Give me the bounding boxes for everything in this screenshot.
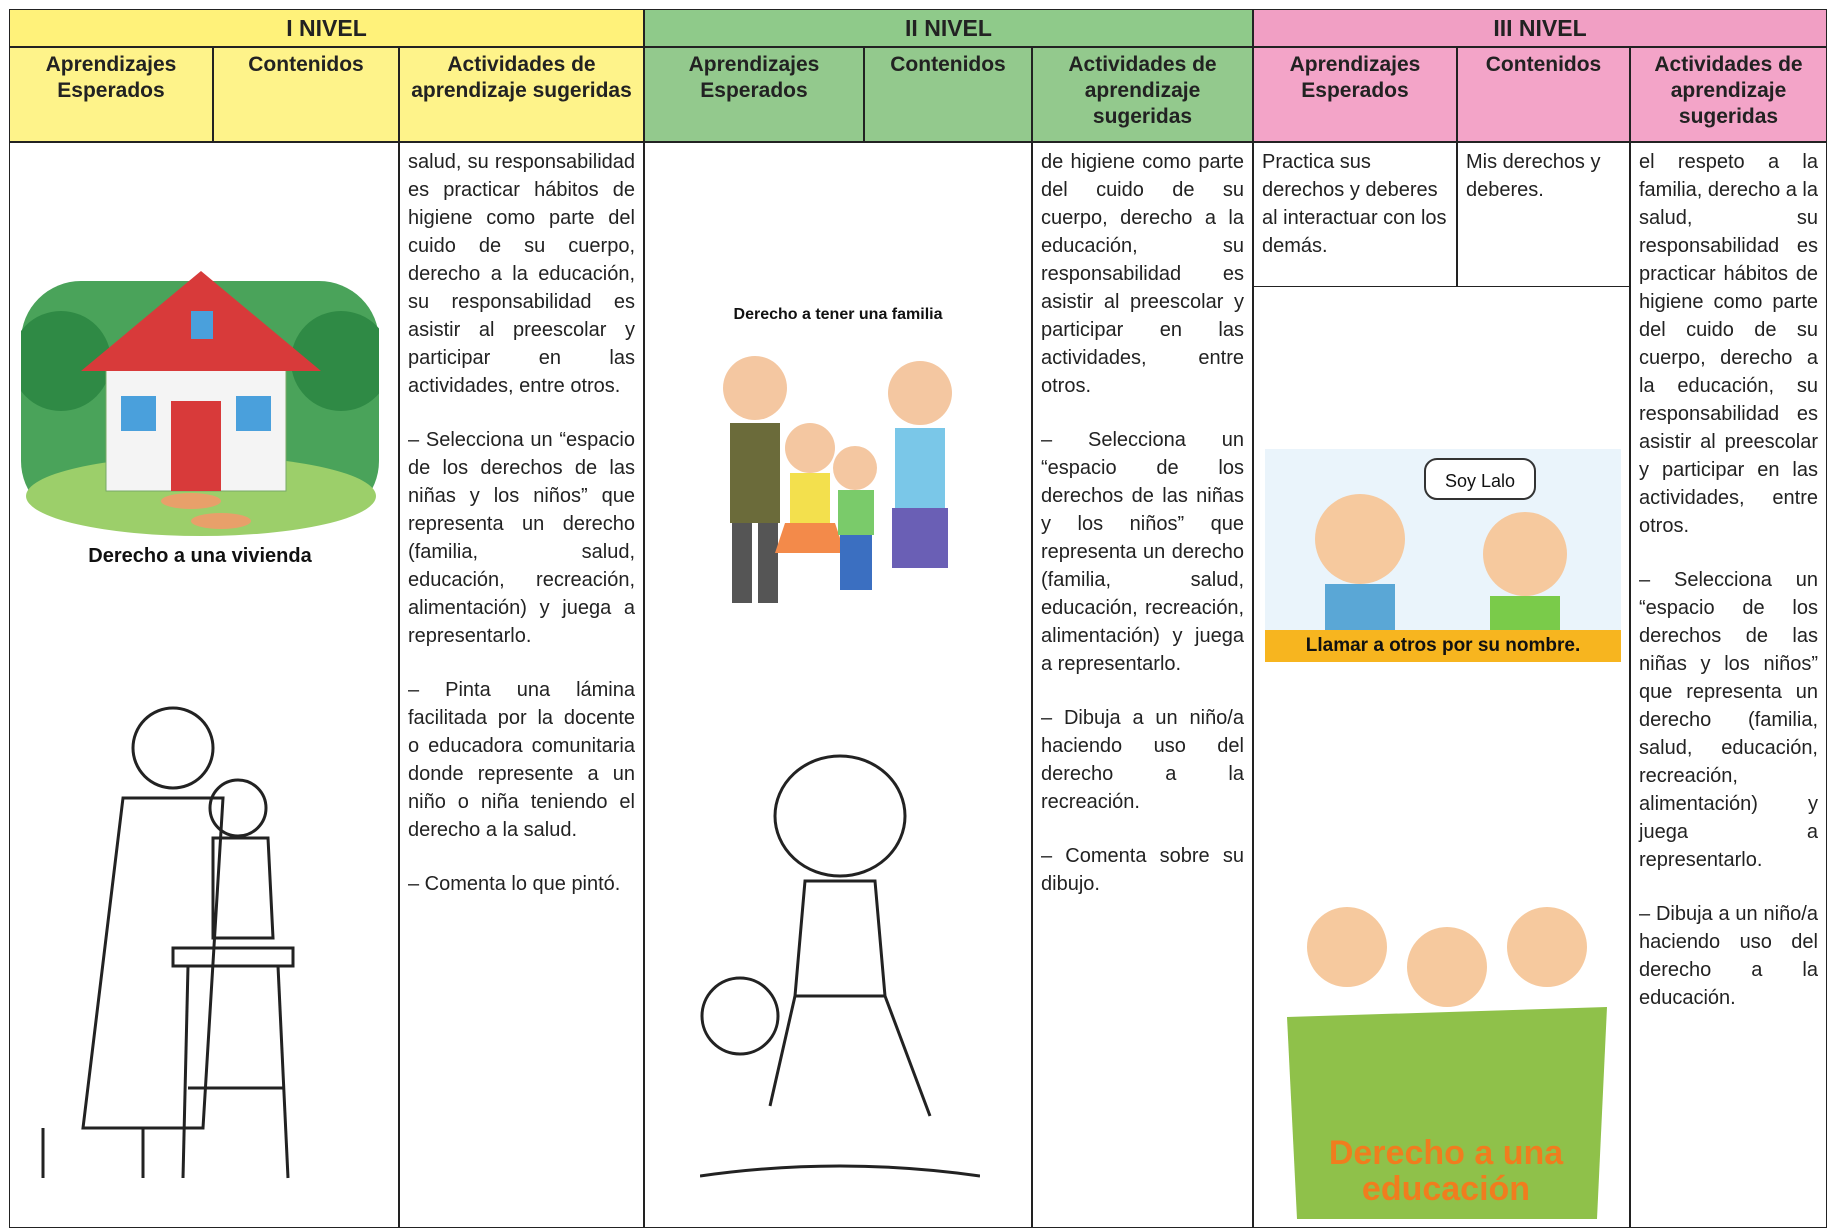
house-illustration bbox=[21, 271, 379, 536]
image-caption: Derecho a una vivienda bbox=[88, 545, 312, 567]
activity-paragraph: – Selecciona un “espacio de los derechos… bbox=[1639, 569, 1818, 871]
children-talking-illustration bbox=[1265, 449, 1621, 631]
activity-paragraph: – Pinta una lámina facilitada por la doc… bbox=[408, 679, 635, 841]
image-caption: Derecho a tener una familia bbox=[733, 306, 943, 323]
body-cell bbox=[644, 142, 1032, 1228]
activity-paragraph: – Dibuja a un niño/a haciendo uso del de… bbox=[1041, 707, 1244, 813]
activities: salud, su responsabilidad es practicar h… bbox=[399, 142, 644, 930]
column-header: Actividades de aprendizaje sugeridas bbox=[1032, 47, 1253, 142]
column-header: Actividades de aprendizaje sugeridas bbox=[399, 47, 644, 142]
body-cell bbox=[1032, 142, 1253, 1228]
column-header: Contenidos bbox=[864, 47, 1032, 142]
column-header: Aprendizajes Esperados bbox=[644, 47, 864, 142]
cell-text: Practica sus derechos y deberes al inter… bbox=[1262, 151, 1447, 257]
family-illustration bbox=[723, 356, 952, 603]
activities: de higiene como parte del cuido de su cu… bbox=[1032, 142, 1253, 930]
image-caption: Derecho a una educación bbox=[1328, 1134, 1564, 1208]
activity-paragraph: – Dibuja a un niño/a haciendo uso del de… bbox=[1639, 903, 1818, 1009]
level-header: II NIVEL bbox=[644, 9, 1253, 47]
doctor-illustration bbox=[41, 706, 295, 1179]
child-ball-illustration bbox=[700, 754, 980, 1178]
level-header: III NIVEL bbox=[1253, 9, 1827, 47]
activity-paragraph: – Selecciona un “espacio de los derechos… bbox=[1041, 429, 1244, 675]
education-illustration bbox=[1287, 907, 1607, 1219]
level-header: I NIVEL bbox=[9, 9, 644, 47]
column-header: Contenidos bbox=[1457, 47, 1630, 142]
column-header: Contenidos bbox=[213, 47, 399, 142]
body-cell bbox=[1253, 286, 1630, 1228]
column-header: Aprendizajes Esperados bbox=[1253, 47, 1457, 142]
activity-paragraph: salud, su responsabilidad es practicar h… bbox=[408, 151, 635, 397]
body-cell bbox=[9, 142, 399, 1228]
body-cell bbox=[399, 142, 644, 1228]
cell-text: Mis derechos y deberes. bbox=[1466, 151, 1601, 201]
activity-paragraph: – Comenta sobre su dibujo. bbox=[1041, 845, 1244, 895]
activity-paragraph: el respeto a la familia, derecho a la sa… bbox=[1639, 151, 1818, 537]
activities: el respeto a la familia, derecho a la sa… bbox=[1630, 142, 1827, 1044]
column-header: Aprendizajes Esperados bbox=[9, 47, 213, 142]
activity-paragraph: – Comenta lo que pintó. bbox=[408, 873, 621, 895]
image-caption: Llamar a otros por su nombre. bbox=[1265, 630, 1621, 662]
body-cell bbox=[1630, 142, 1827, 1228]
activity-paragraph: – Selecciona un “espacio de los derechos… bbox=[408, 429, 635, 647]
column-header: Actividades de aprendizaje sugeridas bbox=[1630, 47, 1827, 142]
activity-paragraph: de higiene como parte del cuido de su cu… bbox=[1041, 151, 1244, 397]
speech-bubble: Soy Lalo bbox=[1444, 471, 1516, 491]
